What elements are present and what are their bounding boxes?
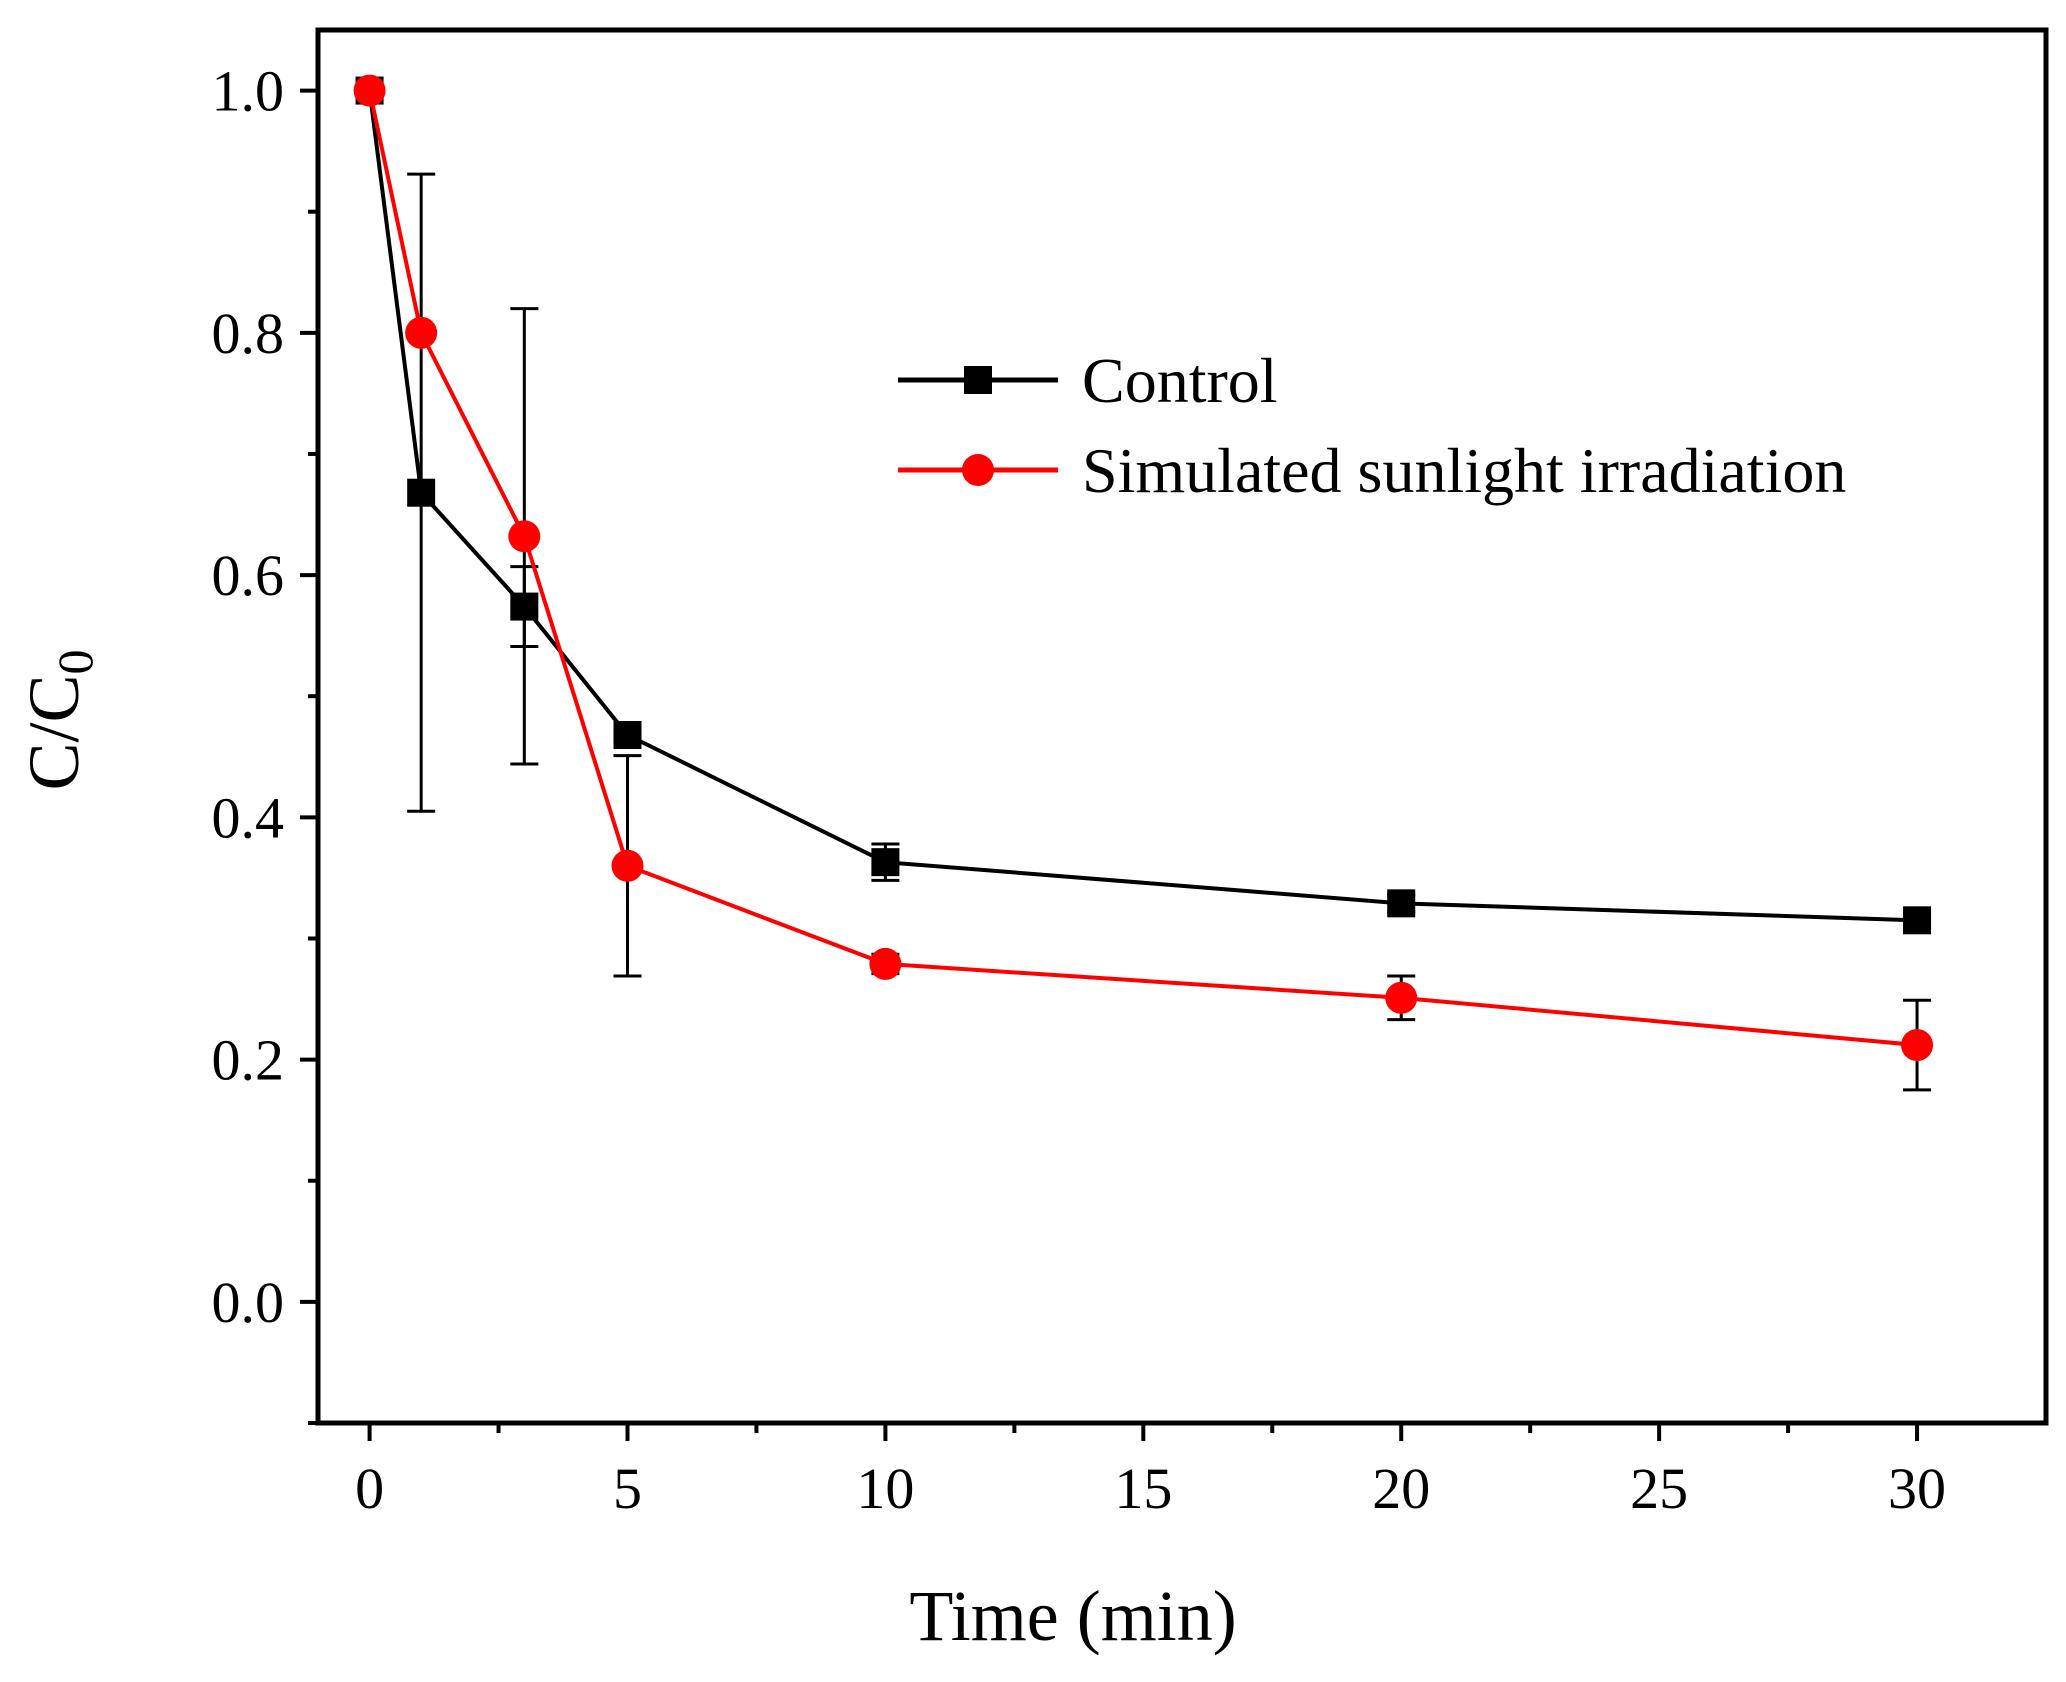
y-tick-label: 0.4 — [212, 785, 285, 850]
data-point — [613, 720, 642, 749]
y-tick-label: 0.0 — [212, 1270, 285, 1335]
series-line — [367, 90, 1918, 1048]
axes-layer: 0 5 10 15 20 25 30 0.0 0.2 0.4 0.6 0.8 1.0 — [212, 27, 2049, 1521]
data-point — [871, 848, 900, 877]
series-sunlight — [353, 74, 1934, 1092]
legend-label-sunlight: Simulated sunlight irradiation — [1082, 435, 1846, 506]
data-point — [508, 520, 541, 553]
data-point — [869, 947, 902, 980]
plot-layer — [353, 74, 1934, 1092]
x-tick-label: 15 — [1114, 1456, 1172, 1521]
x-tick-label: 25 — [1630, 1456, 1688, 1521]
y-tick-label: 1.0 — [212, 59, 285, 124]
data-point — [407, 478, 436, 507]
x-tick-label: 10 — [856, 1456, 914, 1521]
y-axis-title: C/C0 — [14, 649, 103, 790]
legend: Control Simulated sunlight irradiation — [898, 345, 1846, 506]
data-point — [353, 74, 386, 107]
x-tick-label: 30 — [1888, 1456, 1946, 1521]
x-tick-label: 5 — [613, 1456, 642, 1521]
y-tick-label: 0.2 — [212, 1028, 285, 1093]
series-control — [355, 76, 1932, 935]
data-point — [405, 316, 438, 349]
x-tick-label: 20 — [1372, 1456, 1430, 1521]
data-point — [611, 849, 644, 882]
legend-label-control: Control — [1082, 345, 1278, 416]
y-axis-title-subscript: 0 — [47, 649, 103, 674]
legend-marker-sunlight — [962, 454, 994, 486]
y-tick-label: 0.6 — [212, 543, 285, 608]
y-axis-title-main: C/C — [14, 674, 94, 790]
data-point — [1901, 1029, 1934, 1062]
x-tick-label: 0 — [355, 1456, 384, 1521]
data-point — [1387, 889, 1416, 918]
data-point — [1903, 906, 1932, 935]
legend-marker-control — [964, 366, 992, 394]
x-axis-title: Time (min) — [909, 1576, 1236, 1656]
data-point — [1385, 981, 1418, 1014]
plot-frame — [315, 27, 2049, 1426]
y-tick-label: 0.8 — [212, 301, 285, 366]
